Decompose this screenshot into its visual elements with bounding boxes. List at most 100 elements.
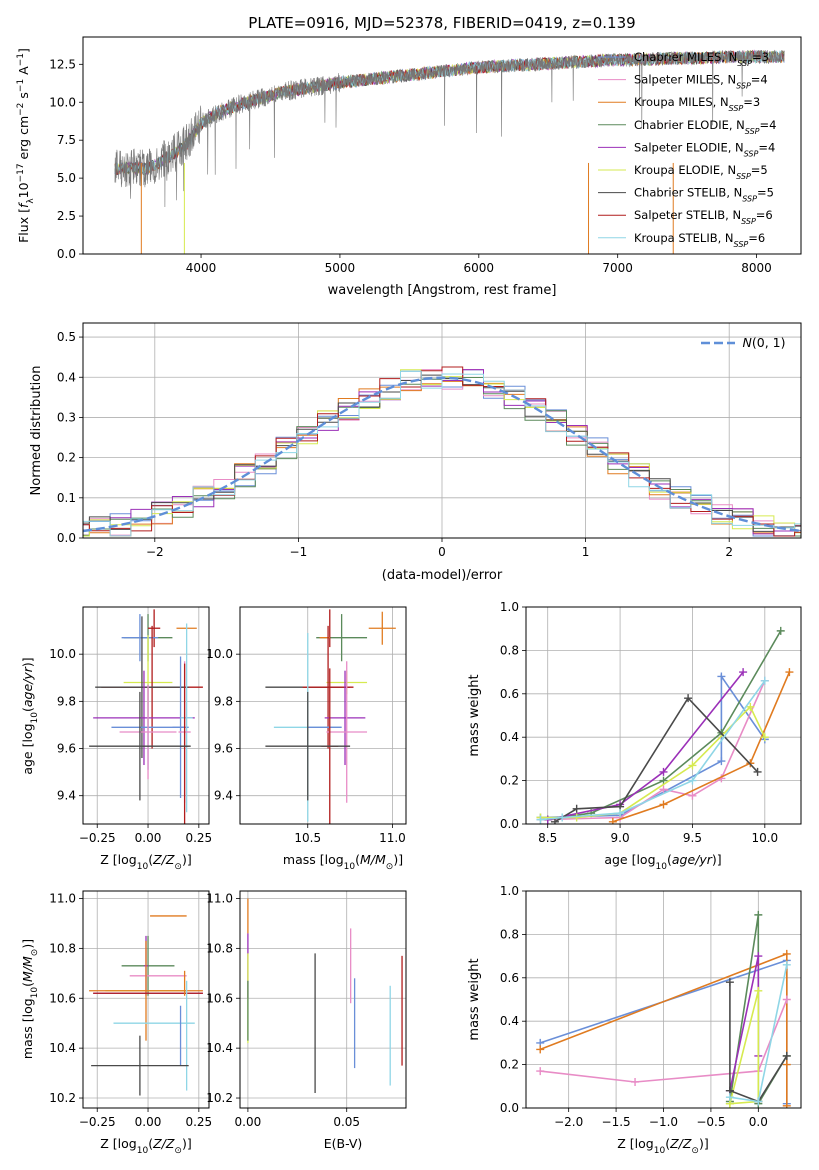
x-tick-label: 0 bbox=[438, 545, 446, 559]
error-bar bbox=[172, 656, 189, 799]
x-axis-label: age [log10(age/yr)] bbox=[604, 852, 721, 872]
x-axis-label: mass [log10(M/M⊙)] bbox=[283, 852, 403, 872]
x-tick-label: 0.00 bbox=[135, 831, 162, 845]
weight-marker bbox=[717, 757, 726, 766]
y-tick-label: 0.8 bbox=[500, 643, 519, 657]
y-tick-label: 10.0 bbox=[206, 647, 233, 661]
error-bar bbox=[91, 1035, 189, 1096]
y-tick-label: 0.4 bbox=[500, 730, 519, 744]
weight-marker bbox=[558, 813, 567, 822]
y-tick-label: 0.3 bbox=[57, 410, 76, 424]
x-tick-label: 7000 bbox=[602, 261, 633, 275]
y-tick-label: 12.5 bbox=[49, 57, 76, 71]
axes-frame bbox=[525, 606, 802, 825]
x-tick-label: −0.25 bbox=[79, 831, 116, 845]
y-axis-label: age [log10(age/yr)] bbox=[20, 657, 40, 774]
x-tick-label: −1.0 bbox=[649, 1115, 678, 1129]
error-bar bbox=[89, 940, 203, 1041]
weight-marker bbox=[659, 800, 668, 809]
weight-line bbox=[540, 705, 766, 819]
chart-ebv-mass: 0.00 0.05 10.2 10.4 10.6 10.8 11.0 E(B-V) bbox=[206, 890, 407, 1151]
weight-marker bbox=[782, 1101, 791, 1108]
plot-area bbox=[526, 607, 801, 824]
y-tick-label: 1.0 bbox=[500, 884, 519, 898]
weight-marker bbox=[760, 676, 769, 685]
y-tick-label: 10.0 bbox=[49, 95, 76, 109]
weight-marker bbox=[717, 672, 726, 681]
x-tick-label: 8.5 bbox=[538, 831, 557, 845]
y-tick-label: 0.0 bbox=[57, 247, 76, 261]
weight-marker bbox=[754, 910, 763, 919]
y-tick-label: 9.6 bbox=[214, 742, 233, 756]
y-tick-label: 0.0 bbox=[57, 531, 76, 545]
legend-entry: Salpeter ELODIE, NSSP=4 bbox=[634, 140, 775, 158]
y-tick-label: 11.0 bbox=[206, 891, 233, 905]
plot-area bbox=[83, 607, 209, 824]
chart-age-weight: 8.5 9.0 9.5 10.0 0.0 0.2 0.4 0.6 0.8 1.0 mass weig… bbox=[467, 600, 802, 872]
chart-mass-age: 10.5 11.0 9.4 9.6 9.8 10.0 mass [log10(M/M⊙)] bbox=[206, 606, 407, 872]
weight-line bbox=[729, 955, 760, 1091]
x-tick-label: 0.00 bbox=[235, 1115, 262, 1129]
axes-frame bbox=[82, 606, 210, 825]
x-tick-label: −1 bbox=[290, 545, 308, 559]
y-tick-label: 5.0 bbox=[57, 171, 76, 185]
weight-marker bbox=[688, 791, 697, 800]
y-tick-label: 9.8 bbox=[214, 694, 233, 708]
weight-marker bbox=[725, 1093, 734, 1102]
weight-marker bbox=[782, 1051, 791, 1060]
weight-marker bbox=[572, 804, 581, 813]
y-tick-label: 7.5 bbox=[57, 133, 76, 147]
y-tick-label: 0.5 bbox=[57, 330, 76, 344]
chart-title: PLATE=0916, MJD=52378, FIBERID=0419, z=0… bbox=[248, 14, 635, 32]
x-axis-label: wavelength [Angstrom, rest frame] bbox=[328, 283, 557, 298]
weight-marker bbox=[782, 949, 791, 958]
axes-frame bbox=[82, 890, 210, 1109]
x-tick-label: 0.00 bbox=[135, 1115, 162, 1129]
chart-z-weight: −2.0 −1.5 −1.0 −0.5 0.0 0.0 0.2 0.4 0.6 0.8 1.0 mas… bbox=[467, 884, 802, 1156]
x-tick-label: 0.25 bbox=[185, 831, 212, 845]
y-tick-label: 0.1 bbox=[57, 491, 76, 505]
y-tick-label: 10.0 bbox=[49, 647, 76, 661]
plot-area bbox=[114, 49, 785, 254]
weight-marker bbox=[785, 668, 794, 677]
axes-frame bbox=[525, 890, 802, 1109]
y-tick-label: 0.6 bbox=[500, 971, 519, 985]
y-tick-label: 0.2 bbox=[500, 774, 519, 788]
legend-entry: Chabrier ELODIE, NSSP=4 bbox=[634, 118, 776, 136]
x-tick-label: 1 bbox=[582, 545, 590, 559]
data-spectrum-line bbox=[114, 49, 785, 208]
weight-marker bbox=[659, 776, 668, 785]
y-tick-label: 10.2 bbox=[49, 1091, 76, 1105]
y-axis-label: mass [log10(M/M⊙)] bbox=[20, 939, 40, 1059]
weight-marker bbox=[725, 978, 734, 987]
legend-entry: N(0, 1) bbox=[743, 335, 786, 350]
error-bar bbox=[326, 661, 368, 803]
weight-marker bbox=[782, 960, 791, 969]
weight-line bbox=[554, 696, 759, 823]
axes-frame bbox=[82, 36, 802, 255]
y-tick-label: 10.2 bbox=[206, 1091, 233, 1105]
weight-marker bbox=[782, 1060, 791, 1069]
x-tick-label: 9.5 bbox=[683, 831, 702, 845]
y-tick-label: 10.8 bbox=[49, 941, 76, 955]
error-bar bbox=[93, 670, 195, 766]
x-tick-label: −2 bbox=[146, 545, 164, 559]
weight-marker bbox=[536, 1045, 545, 1054]
y-tick-label: 0.8 bbox=[500, 927, 519, 941]
weight-line bbox=[540, 680, 766, 821]
error-bar bbox=[95, 616, 189, 758]
weight-marker bbox=[688, 776, 697, 785]
legend-entry: Kroupa STELIB, NSSP=6 bbox=[634, 231, 765, 249]
weight-marker bbox=[536, 1067, 545, 1076]
y-tick-label: 10.6 bbox=[206, 991, 233, 1005]
x-tick-label: 4000 bbox=[186, 261, 217, 275]
weight-marker bbox=[684, 694, 693, 703]
y-tick-label: 1.0 bbox=[500, 600, 519, 614]
weight-marker bbox=[550, 817, 559, 824]
error-bar bbox=[368, 611, 396, 645]
y-tick-label: 10.4 bbox=[49, 1041, 76, 1055]
plot-area bbox=[83, 323, 801, 538]
x-tick-label: 6000 bbox=[464, 261, 495, 275]
error-bar bbox=[302, 625, 354, 749]
weight-marker bbox=[760, 733, 769, 742]
